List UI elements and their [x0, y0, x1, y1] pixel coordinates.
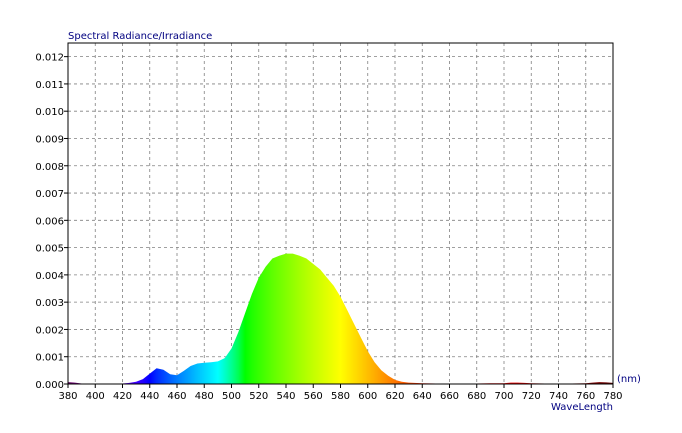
plot-frame	[67, 42, 614, 385]
spectrum-area	[68, 253, 613, 384]
x-tick-label: 680	[467, 391, 486, 402]
x-tick-label: 700	[494, 391, 513, 402]
x-tick-label: 720	[522, 391, 541, 402]
tick-labels: 380 400 420 440 460 480 500 520 540 560 580 600 620 6…	[35, 53, 622, 402]
axes	[64, 42, 614, 388]
x-tick-label: 560	[304, 391, 323, 402]
y-tick-label: 0.010	[35, 107, 64, 118]
x-tick-label: 640	[413, 391, 432, 402]
x-tick-label: 540	[276, 391, 295, 402]
y-tick-label: 0.012	[35, 53, 64, 64]
x-unit-label: (nm)	[617, 374, 641, 385]
x-axis-label: WaveLength	[551, 402, 613, 413]
x-tick-label: 660	[440, 391, 459, 402]
x-tick-label: 440	[140, 391, 159, 402]
x-tick-label: 420	[113, 391, 132, 402]
x-tick-label: 400	[86, 391, 105, 402]
chart-title: Spectral Radiance/Irradiance	[68, 31, 212, 42]
y-tick-label: 0.004	[35, 271, 64, 282]
y-tick-label: 0.006	[35, 216, 64, 227]
y-tick-label: 0.003	[35, 298, 64, 309]
x-tick-label: 380	[58, 391, 77, 402]
x-tick-label: 760	[576, 391, 595, 402]
y-tick-label: 0.008	[35, 162, 64, 173]
y-tick-label: 0.011	[35, 80, 64, 91]
y-tick-label: 0.009	[35, 134, 64, 145]
y-tick-label: 0.000	[35, 380, 64, 391]
x-tick-label: 600	[358, 391, 377, 402]
x-tick-label: 780	[603, 391, 622, 402]
spectrum-area-layer	[68, 253, 613, 384]
y-tick-label: 0.002	[35, 325, 64, 336]
x-tick-label: 520	[249, 391, 268, 402]
x-tick-label: 580	[331, 391, 350, 402]
x-tick-label: 740	[549, 391, 568, 402]
x-tick-label: 480	[195, 391, 214, 402]
x-tick-label: 500	[222, 391, 241, 402]
y-tick-label: 0.007	[35, 189, 64, 200]
y-tick-label: 0.005	[35, 244, 64, 255]
x-tick-label: 620	[385, 391, 404, 402]
y-tick-label: 0.001	[35, 353, 64, 364]
grid-lines	[68, 43, 613, 384]
x-tick-label: 460	[167, 391, 186, 402]
